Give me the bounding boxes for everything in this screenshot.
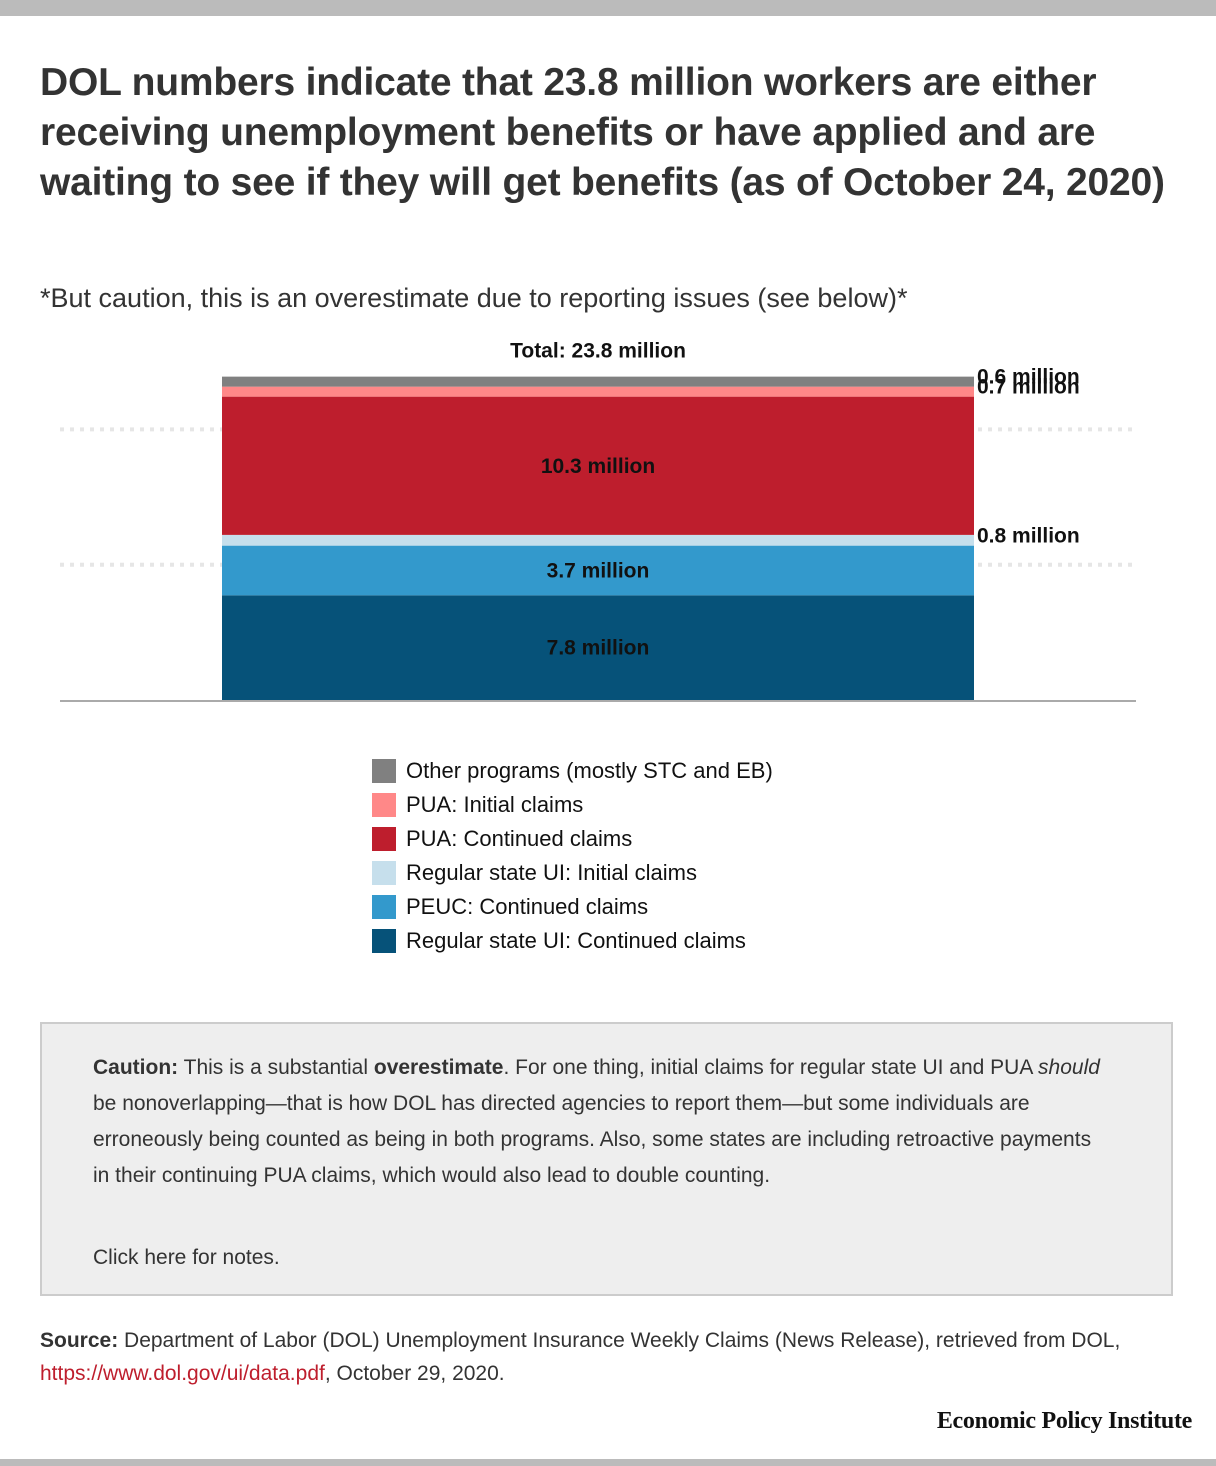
stacked-bar-chart: 7.8 million 3.7 million 0.8 million 10.3 mi… [60,340,1136,702]
legend-swatch [372,861,396,885]
caution-italic-should: should [1038,1056,1100,1079]
source-text-2: , October 29, 2020. [324,1362,505,1385]
data-label-pua-continued-claims: 10.3 million [541,455,655,478]
bar-segment-peuc-continued-claims [222,545,974,596]
source-text-1: Department of Labor (DOL) Unemployment I… [118,1329,1121,1352]
legend-swatch [372,929,396,953]
data-label-peuc-continued-claims: 3.7 million [547,559,650,582]
legend-swatch [372,895,396,919]
bar-segment-regular-state-ui-initial-claims [222,534,974,546]
caution-text-1: This is a substantial [178,1056,374,1079]
gridlines [60,427,1136,567]
bar-segment-other-programs-mostly-stc-and-eb [222,376,974,387]
data-label-regular-state-ui-continued-claims: 7.8 million [547,637,650,660]
source-label: Source: [40,1329,119,1352]
bar-segment-regular-state-ui-continued-claims [222,595,974,700]
source-note: Source: Department of Labor (DOL) Unempl… [40,1324,1180,1390]
legend-label: Other programs (mostly STC and EB) [406,758,773,783]
legend-label: Regular state UI: Initial claims [406,860,697,885]
legend-label: PUA: Continued claims [406,826,633,851]
legend-swatch [372,827,396,851]
caution-box: Caution: This is a substantial overestim… [40,1022,1173,1296]
legend-item: PUA: Continued claims [372,822,773,856]
caution-text-2: . For one thing, initial claims for regu… [503,1056,1039,1079]
epi-logo: Economic Policy Institute [936,1408,1192,1434]
data-labels: 7.8 million 3.7 million 0.8 million 10.3 mi… [510,340,1080,660]
bottom-border-bar [0,1459,1216,1466]
bar-segments [222,376,974,700]
legend-item: Regular state UI: Continued claims [372,924,773,958]
total-label: Total: 23.8 million [510,340,686,363]
legend-label: Regular state UI: Continued claims [406,928,746,953]
caution-text-3: be nonoverlapping—that is how DOL has di… [93,1092,1092,1187]
source-link[interactable]: https://www.dol.gov/ui/data.pdf [40,1362,325,1385]
bar-segment-pua-initial-claims [222,386,974,397]
notes-link[interactable]: Click here for notes. [93,1246,280,1269]
caution-label: Caution: [93,1056,179,1079]
caution-bold-overestimate: overestimate [373,1056,504,1079]
legend-label: PUA: Initial claims [406,792,584,817]
top-border-bar [0,0,1216,16]
legend-swatch [372,759,396,783]
chart-subtitle: *But caution, this is an overestimate du… [40,283,908,313]
data-label-other-programs-mostly-stc-and-eb: 0.6 million [977,366,1080,389]
legend-label: PEUC: Continued claims [406,894,649,919]
legend-item: PEUC: Continued claims [372,890,773,924]
bar-segment-pua-continued-claims [222,396,974,535]
data-label-pua-initial-claims: 0.7 million [977,376,1080,399]
data-label-regular-state-ui-initial-claims: 0.8 million [977,524,1080,547]
legend: Other programs (mostly STC and EB) PUA: I… [372,754,773,958]
legend-item: PUA: Initial claims [372,788,773,822]
chart-title: DOL numbers indicate that 23.8 million w… [40,61,1165,204]
legend-item: Other programs (mostly STC and EB) [372,754,773,788]
caution-text: Caution: This is a substantial overestim… [93,1050,1113,1194]
legend-swatch [372,793,396,817]
legend-item: Regular state UI: Initial claims [372,856,773,890]
